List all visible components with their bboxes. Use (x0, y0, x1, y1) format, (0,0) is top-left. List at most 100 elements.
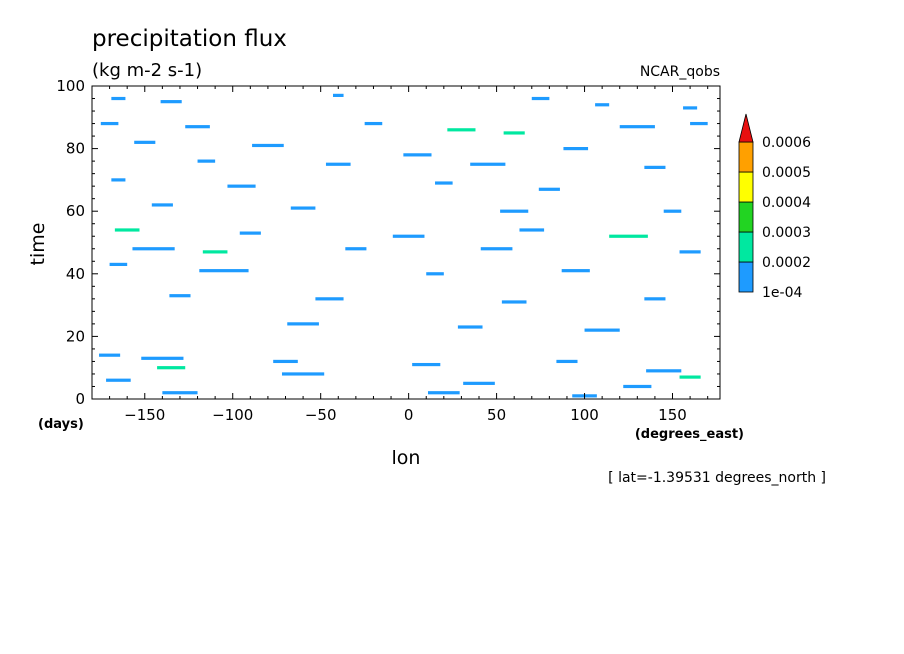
precip-streak-61 (623, 384, 652, 389)
precip-streak-58 (106, 378, 131, 382)
precip-streak-30 (239, 231, 261, 235)
precip-streak-0 (111, 96, 126, 101)
x-tick-label: −150 (124, 406, 165, 424)
precip-streak-56 (646, 369, 682, 373)
precip-streak-12 (690, 121, 708, 126)
y-axis-label: time (27, 223, 49, 266)
x-tick-label: 50 (487, 406, 506, 424)
chart-title: precipitation flux (92, 26, 287, 52)
precip-streak-18 (325, 162, 351, 166)
precip-streak-14 (252, 143, 284, 148)
precip-streak-50 (99, 353, 121, 357)
x-axis-units: (degrees_east) (635, 427, 744, 442)
precip-streak-34 (132, 247, 175, 251)
precip-streak-59 (281, 372, 325, 376)
y-tick-label: 100 (56, 77, 85, 95)
precip-streak-25 (151, 203, 173, 207)
precip-streak-42 (561, 269, 590, 273)
precip-streak-24 (538, 187, 560, 191)
precip-streak-3 (531, 96, 550, 101)
plot-area: −150 −100 −50 0 50 100 150 0 20 40 60 80 100 (56, 77, 721, 424)
colorbar-segment-2 (738, 201, 754, 233)
x-tick-label: 0 (404, 406, 414, 424)
precip-field (99, 93, 708, 398)
precip-streak-10 (503, 131, 525, 135)
colorbar-label: 1e-04 (762, 285, 802, 301)
x-tick-label: 100 (570, 406, 599, 424)
precip-streak-29 (114, 228, 140, 232)
precip-streak-19 (470, 162, 506, 166)
precip-streak-1 (160, 100, 182, 104)
precip-streak-48 (457, 325, 483, 329)
colorbar-segment-4 (738, 141, 754, 173)
precip-streak-43 (169, 294, 191, 298)
colorbar-segment-0 (738, 261, 754, 293)
y-tick-label: 0 (75, 390, 85, 408)
precip-streak-40 (199, 269, 249, 273)
precip-streak-47 (287, 322, 319, 326)
plot-frame (91, 85, 721, 400)
precip-streak-46 (644, 297, 666, 301)
precip-streak-44 (315, 297, 344, 301)
y-tick-label: 60 (66, 202, 85, 220)
precip-streak-22 (227, 184, 256, 188)
latitude-footnote: [ lat=-1.39531 degrees_north ] (608, 470, 826, 486)
precip-streak-60 (463, 381, 495, 385)
precip-streak-16 (563, 147, 589, 151)
precip-streak-53 (273, 359, 298, 364)
precip-streak-57 (679, 375, 701, 379)
colorbar-label: 0.0005 (762, 165, 811, 181)
precip-streak-20 (644, 165, 666, 169)
precip-streak-5 (683, 106, 698, 110)
colorbar-label: 0.0003 (762, 225, 811, 241)
precip-streak-54 (412, 362, 441, 367)
precip-streak-37 (480, 247, 513, 251)
precip-streak-38 (679, 250, 701, 254)
y-tick-label: 80 (66, 140, 85, 158)
colorbar-label: 0.0004 (762, 195, 811, 211)
x-tick-label: −100 (212, 406, 253, 424)
precip-streak-55 (556, 359, 578, 364)
precip-streak-33 (609, 234, 648, 238)
precip-streak-28 (663, 209, 682, 213)
colorbar-extend-triangle (738, 113, 754, 143)
precip-streak-26 (290, 206, 316, 210)
precip-streak-49 (584, 328, 620, 332)
plot-background (92, 86, 720, 399)
y-axis-ticks: 0 20 40 60 80 100 (56, 77, 720, 408)
precip-streak-23 (435, 181, 453, 185)
precip-streak-36 (345, 247, 367, 251)
colorbar-label: 0.0006 (762, 135, 811, 151)
precip-streak-62 (162, 391, 198, 395)
precip-streak-7 (185, 125, 210, 129)
precip-streak-27 (500, 209, 529, 213)
precip-streak-32 (519, 228, 545, 232)
y-tick-label: 40 (66, 265, 85, 283)
precip-streak-15 (403, 153, 432, 157)
colorbar-segment-1 (738, 231, 754, 263)
x-tick-label: 150 (658, 406, 687, 424)
precip-streak-13 (134, 140, 156, 144)
y-axis-units: (days) (38, 417, 84, 432)
precip-streak-4 (595, 103, 610, 107)
precip-streak-39 (109, 262, 128, 267)
x-tick-label: −50 (305, 406, 337, 424)
precip-streak-17 (197, 159, 216, 163)
precip-streak-11 (619, 125, 655, 129)
precip-streak-52 (157, 366, 186, 370)
precip-streak-2 (332, 93, 344, 97)
precip-streak-41 (426, 272, 444, 276)
precip-streak-6 (100, 121, 119, 126)
precip-streak-31 (392, 234, 425, 238)
colorbar-label: 0.0002 (762, 255, 811, 271)
precip-streak-45 (501, 300, 527, 304)
colorbar: 1e-04 0.0002 0.0003 0.0004 0.0005 0.0006 (738, 113, 811, 301)
precip-streak-9 (447, 128, 476, 132)
precip-streak-8 (364, 121, 383, 126)
x-axis-label: lon (392, 447, 421, 469)
y-tick-label: 20 (66, 327, 85, 345)
precip-streak-51 (141, 356, 184, 360)
precip-streak-21 (111, 178, 126, 182)
colorbar-segment-3 (738, 171, 754, 203)
